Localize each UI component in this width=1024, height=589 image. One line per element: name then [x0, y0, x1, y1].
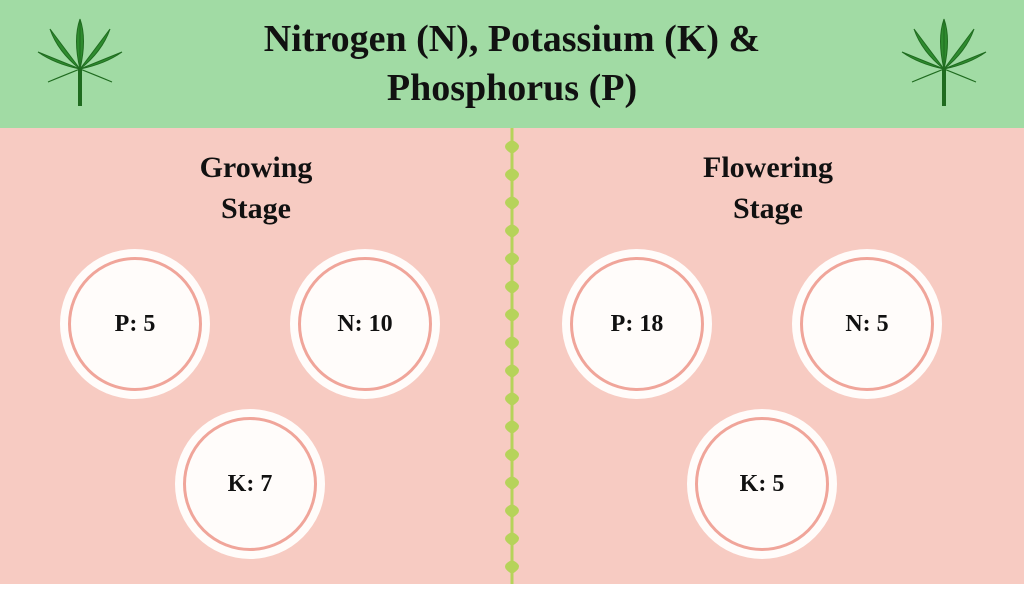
growing-n-value: N: 10	[337, 311, 392, 338]
flowering-n-value: N: 5	[845, 311, 888, 338]
title-line-1: Nitrogen (N), Potassium (K) &	[130, 15, 894, 64]
flowering-stage-panel: Flowering Stage P: 18 N: 5 K: 5	[512, 128, 1024, 584]
flowering-k-value: K: 5	[740, 471, 785, 498]
growing-title-line-2: Stage	[0, 189, 512, 230]
leaf-svg-right	[902, 19, 986, 106]
flowering-k-circle: K: 5	[687, 409, 837, 559]
leaf-svg-left	[38, 19, 122, 106]
flowering-p-value: P: 18	[611, 311, 664, 338]
growing-k-circle: K: 7	[175, 409, 325, 559]
header-banner: Nitrogen (N), Potassium (K) & Phosphorus…	[0, 0, 1024, 128]
cannabis-leaf-icon	[30, 14, 130, 114]
cannabis-leaf-icon	[894, 14, 994, 114]
flowering-title-line-1: Flowering	[512, 148, 1024, 189]
body-area: Growing Stage P: 5 N: 10 K: 7 Flowering …	[0, 128, 1024, 584]
growing-p-circle: P: 5	[60, 249, 210, 399]
growing-k-value: K: 7	[228, 471, 273, 498]
growing-n-circle: N: 10	[290, 249, 440, 399]
flowering-title-line-2: Stage	[512, 189, 1024, 230]
flowering-stage-title: Flowering Stage	[512, 148, 1024, 229]
growing-stage-title: Growing Stage	[0, 148, 512, 229]
flowering-p-circle: P: 18	[562, 249, 712, 399]
growing-circles: P: 5 N: 10 K: 7	[0, 239, 512, 569]
growing-p-value: P: 5	[115, 311, 156, 338]
flowering-circles: P: 18 N: 5 K: 5	[512, 239, 1024, 569]
growing-stage-panel: Growing Stage P: 5 N: 10 K: 7	[0, 128, 512, 584]
title-line-2: Phosphorus (P)	[130, 64, 894, 113]
flowering-n-circle: N: 5	[792, 249, 942, 399]
page-title: Nitrogen (N), Potassium (K) & Phosphorus…	[130, 15, 894, 114]
growing-title-line-1: Growing	[0, 148, 512, 189]
